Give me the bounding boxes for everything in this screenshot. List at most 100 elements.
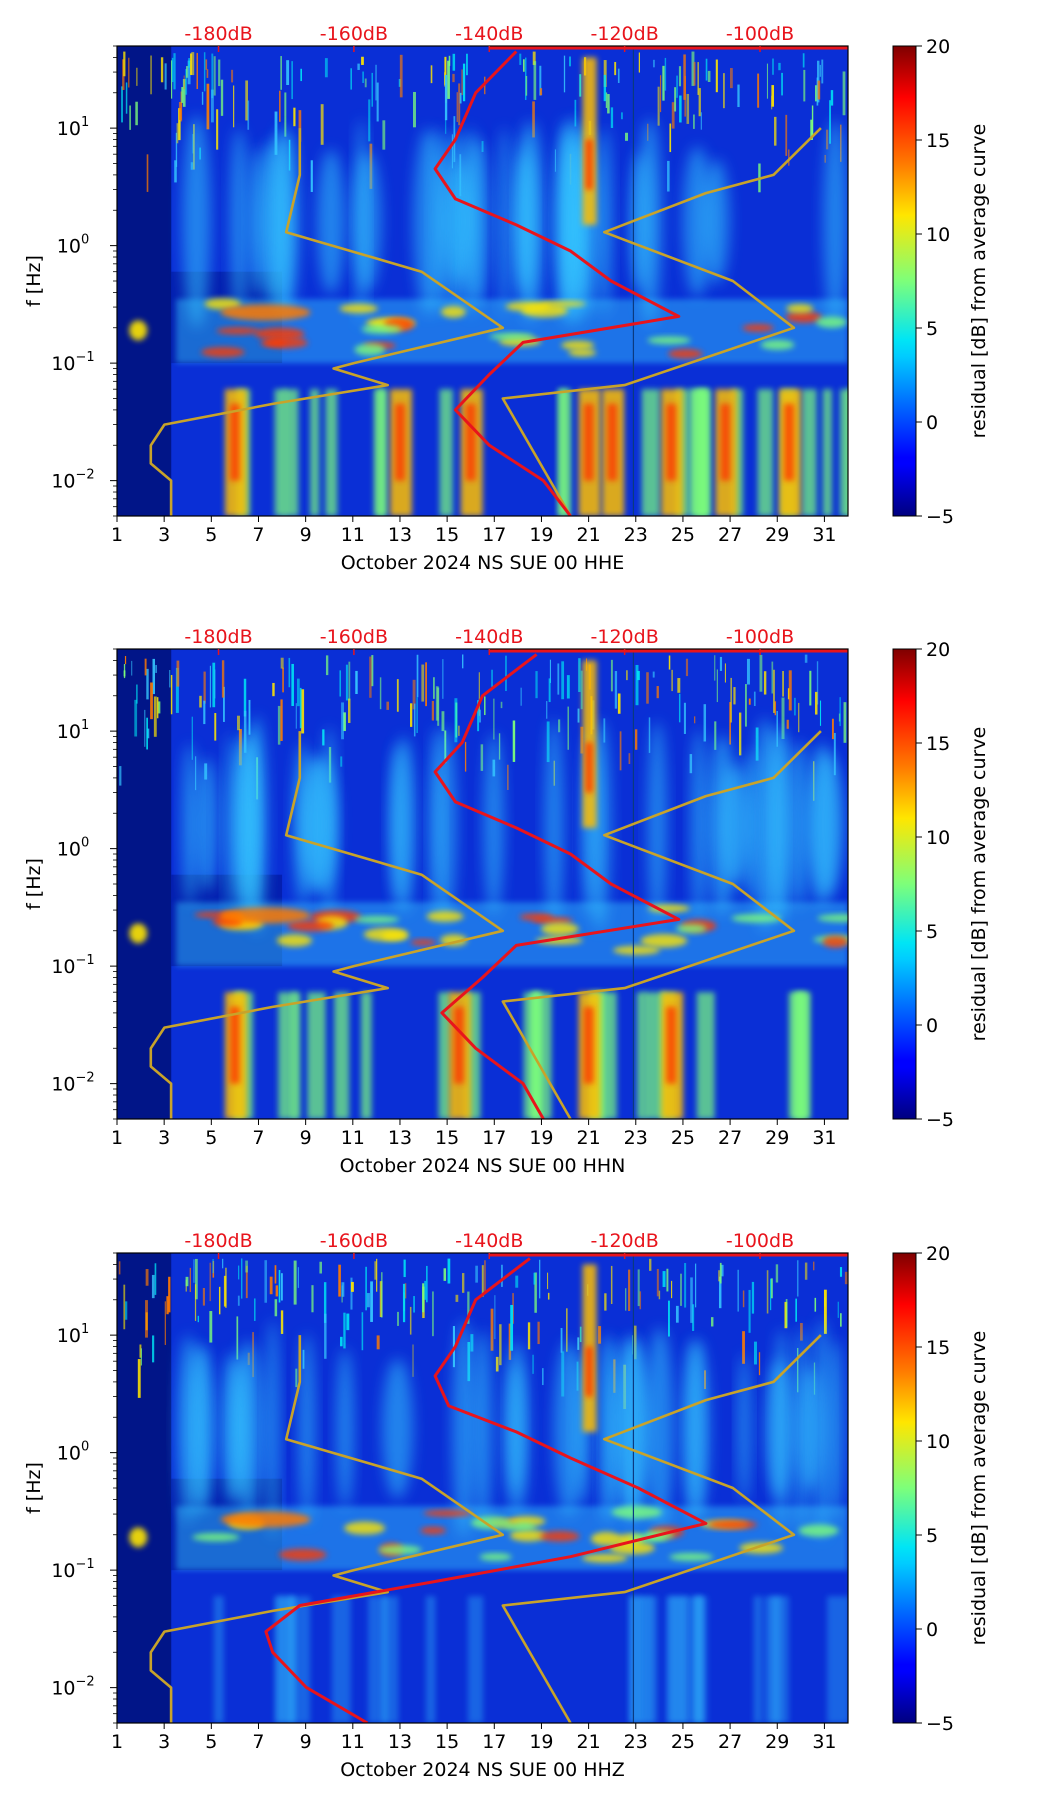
- mid-plume: [265, 1319, 280, 1538]
- mid-plume: [249, 147, 267, 296]
- mid-plume: [321, 726, 337, 923]
- lf-column: [274, 1596, 296, 1723]
- mid-plume: [544, 719, 564, 931]
- hf-streak: [319, 1261, 322, 1274]
- hf-streak: [144, 658, 147, 676]
- microseism-blob: [519, 913, 554, 921]
- hf-streak: [610, 107, 614, 128]
- lf-hot-core: [607, 403, 618, 481]
- hf-streak: [770, 1278, 772, 1311]
- colorbar-tick-label: 0: [926, 1619, 938, 1641]
- storm-blob: [220, 1511, 311, 1528]
- lf-column: [731, 389, 744, 516]
- hf-streak: [386, 701, 390, 710]
- x-tick-label: 17: [482, 1731, 506, 1753]
- hf-streak: [194, 1284, 197, 1321]
- hf-streak: [664, 57, 667, 91]
- colorbar-label: residual [dB] from average curve: [968, 1331, 990, 1646]
- hf-streak: [537, 1321, 540, 1345]
- hf-streak: [435, 686, 439, 721]
- hf-streak: [284, 92, 287, 137]
- hf-streak: [481, 1265, 484, 1297]
- hf-streak: [237, 1295, 240, 1306]
- hf-streak: [424, 1280, 426, 1300]
- hf-streak: [737, 84, 740, 108]
- hf-streak: [774, 116, 777, 146]
- hf-streak: [462, 63, 466, 102]
- hf-streak: [223, 686, 225, 722]
- x-tick-label: 19: [529, 1127, 553, 1149]
- hf-streak: [668, 1300, 670, 1337]
- x-tick-label: 21: [577, 1127, 601, 1149]
- hf-streak: [456, 92, 458, 123]
- hf-streak: [164, 63, 167, 90]
- hf-streak: [652, 59, 655, 68]
- hf-streak: [786, 719, 789, 729]
- hf-streak: [212, 662, 216, 708]
- hf-streak: [500, 701, 503, 709]
- mid-plume: [718, 764, 750, 886]
- hf-streak: [659, 75, 662, 113]
- hf-streak: [187, 60, 191, 85]
- hf-streak: [282, 667, 284, 693]
- hf-streak: [361, 56, 364, 65]
- y-tick-label: 10−1: [51, 1557, 94, 1582]
- hf-streak: [666, 1268, 669, 1292]
- hf-streak: [652, 671, 655, 678]
- mid-plume: [317, 149, 345, 294]
- hf-streak: [206, 83, 210, 130]
- hf-streak: [657, 86, 660, 126]
- hf-streak: [679, 95, 682, 123]
- db-tick-label: -140dB: [455, 626, 523, 648]
- y-tick-label: 100: [57, 233, 89, 258]
- hf-streak: [757, 73, 760, 108]
- hf-streak: [274, 1299, 278, 1317]
- mid-plume: [196, 757, 218, 892]
- hf-streak: [278, 1270, 281, 1303]
- db-tick-label: -180dB: [184, 626, 252, 648]
- hf-streak: [157, 701, 161, 714]
- microseism-blob: [423, 1509, 472, 1517]
- microseism-blob: [381, 931, 409, 941]
- hf-streak: [209, 1311, 213, 1343]
- x-tick-label: 29: [765, 1127, 789, 1149]
- hf-streak: [458, 83, 461, 126]
- hf-streak: [129, 105, 131, 130]
- hf-streak: [580, 670, 583, 710]
- hf-streak: [202, 1287, 205, 1306]
- hf-streak: [625, 1288, 627, 1311]
- hf-streak: [826, 129, 829, 150]
- microseism-blob: [760, 339, 795, 350]
- hf-streak: [188, 58, 190, 68]
- x-tick-label: 9: [300, 1127, 312, 1149]
- hf-streak: [691, 51, 695, 86]
- hf-streak: [442, 659, 444, 699]
- hf-streak: [447, 60, 450, 99]
- mid-plume: [177, 1334, 200, 1523]
- mid-plume: [686, 1340, 703, 1518]
- hf-streak: [295, 1368, 298, 1388]
- hf-hot-core: [585, 139, 593, 190]
- hf-streak: [770, 1278, 773, 1299]
- mid-plume: [391, 736, 416, 914]
- hf-streak: [796, 1260, 799, 1297]
- hf-streak: [840, 1313, 842, 1327]
- hf-streak: [578, 658, 581, 692]
- hf-streak: [297, 678, 300, 707]
- hf-streak: [342, 712, 346, 732]
- colorbar-tick-label: −5: [926, 506, 954, 528]
- hf-streak: [174, 160, 177, 183]
- microseism-blob: [440, 305, 466, 318]
- lf-column: [278, 992, 297, 1119]
- hf-streak: [567, 706, 569, 750]
- hf-streak: [343, 1312, 346, 1349]
- noise-model-high-curve: [501, 730, 822, 1119]
- x-tick-label: 1: [111, 1127, 123, 1149]
- hf-streak: [637, 1269, 640, 1307]
- hf-streak: [154, 1263, 157, 1295]
- hf-streak: [512, 720, 516, 762]
- hf-streak: [817, 80, 821, 100]
- hf-streak: [325, 655, 329, 676]
- hf-streak: [402, 1283, 406, 1323]
